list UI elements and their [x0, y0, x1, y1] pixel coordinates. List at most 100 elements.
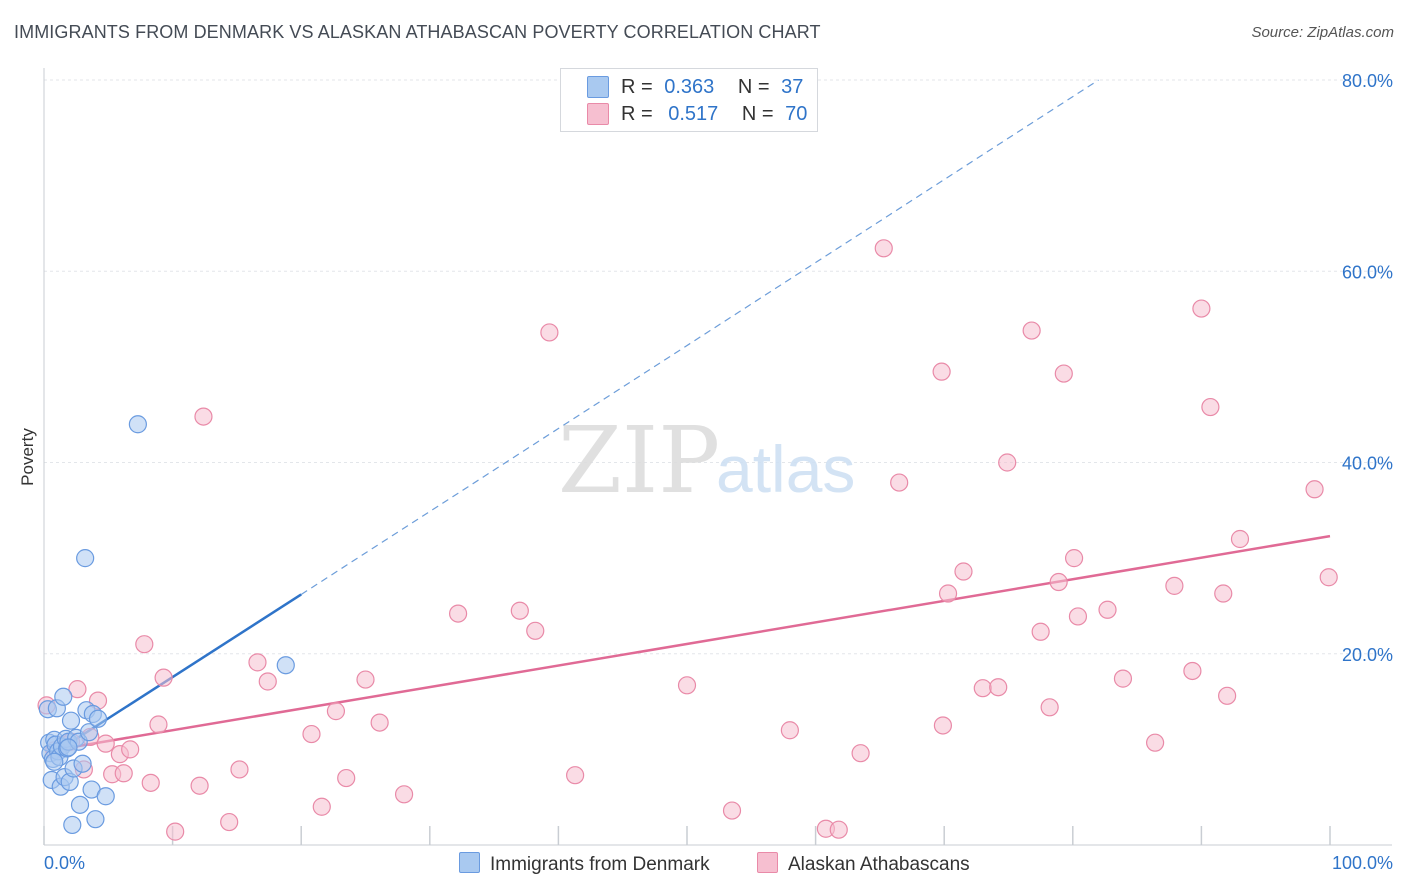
athabascan-point [448, 604, 468, 623]
athabascan-point [141, 773, 160, 792]
denmark-point [63, 815, 82, 835]
athabascan-point [326, 702, 346, 721]
y-tick-label: 40.0% [1342, 454, 1393, 474]
legend-n-label: N = [741, 102, 774, 125]
denmark-point [88, 709, 108, 728]
athabascan-trend-line [69, 534, 1331, 749]
athabascan-point [1040, 698, 1059, 717]
athabascan-point [526, 621, 545, 640]
denmark-point [59, 738, 78, 757]
axes [43, 68, 1392, 846]
athabascan-point [68, 680, 87, 699]
athabascan-point [1218, 686, 1237, 705]
x-tick-label-max: 100.0% [1332, 853, 1393, 873]
athabascan-point [933, 716, 953, 735]
watermark: ZIP atlas [558, 407, 855, 514]
athabascan-point [1192, 299, 1211, 318]
denmark-point [76, 549, 95, 568]
denmark-point [54, 687, 73, 706]
athabascan-point [780, 721, 799, 740]
athabascan-point [938, 584, 958, 603]
athabascan-point [356, 670, 375, 689]
denmark-point [276, 656, 295, 675]
athabascan-point [312, 797, 331, 816]
athabascan-point [154, 668, 173, 687]
legend-r-value: 0.517 [668, 102, 719, 125]
athabascan-point [677, 676, 697, 695]
athabascan-point [1230, 529, 1250, 549]
denmark-point [128, 415, 147, 434]
bottom-legend-swatch-pink [757, 852, 778, 873]
athabascan-point [566, 766, 585, 785]
bottom-legend-label-athabascan: Alaskan Athabascans [788, 854, 970, 875]
athabascan-point [121, 740, 140, 759]
legend-n-label: N = [737, 75, 770, 98]
legend-r-value: 0.363 [664, 75, 715, 98]
athabascan-point [954, 562, 973, 581]
source-label: Source: ZipAtlas.com [1251, 24, 1394, 41]
y-tick-label: 60.0% [1342, 262, 1393, 282]
athabascan-point [1165, 576, 1184, 595]
y-tick-label: 80.0% [1342, 71, 1393, 91]
athabascan-point [220, 812, 239, 832]
athabascan-point [989, 678, 1008, 697]
athabascan-point [874, 239, 893, 258]
athabascan-point [1054, 364, 1073, 383]
bottom-legend-label-denmark: Immigrants from Denmark [490, 854, 710, 875]
athabascan-point [194, 407, 213, 426]
athabascan-point [394, 785, 414, 804]
watermark-atlas: atlas [716, 432, 855, 506]
y-axis-label: Poverty [18, 428, 37, 486]
chart-title: IMMIGRANTS FROM DENMARK VS ALASKAN ATHAB… [14, 22, 821, 42]
denmark-point [86, 810, 105, 829]
legend-swatch-pink [587, 103, 609, 125]
denmark-point [73, 754, 92, 773]
athabascan-point [337, 768, 356, 788]
bottom-legend-swatch-blue [459, 852, 480, 873]
athabascan-point [370, 713, 389, 732]
athabascan-point [248, 653, 267, 672]
athabascan-point [1098, 600, 1117, 619]
athabascan-point [1113, 669, 1133, 688]
athabascan-point [1305, 480, 1324, 499]
athabascan-point [302, 724, 321, 744]
athabascan-point [1064, 549, 1084, 568]
athabascan-point [149, 715, 168, 734]
denmark-trend-extension [300, 79, 1099, 595]
athabascan-point [890, 473, 909, 492]
grid-lines [44, 79, 1392, 655]
athabascan-point [1022, 321, 1041, 340]
athabascan-point [829, 820, 848, 839]
x-tick-label-min: 0.0% [44, 853, 85, 873]
legend-swatch-blue [587, 76, 609, 98]
athabascan-point [1214, 584, 1233, 603]
athabascan-point [114, 764, 133, 783]
athabascan-point [722, 801, 742, 820]
athabascan-point [166, 822, 185, 841]
athabascan-point [510, 601, 529, 620]
athabascan-point [998, 453, 1017, 472]
denmark-point [61, 711, 81, 730]
legend-r-label: R = [621, 75, 653, 98]
athabascan-point [1031, 622, 1050, 641]
athabascan-point [1146, 733, 1165, 752]
denmark-point [96, 787, 115, 806]
athabascan-point [540, 323, 559, 342]
athabascan-point [973, 679, 992, 698]
athabascan-point [1183, 661, 1202, 681]
athabascan-point [230, 760, 249, 779]
denmark-point [70, 795, 90, 814]
legend-n-value: 37 [781, 75, 804, 98]
stats-legend: R = 0.363 N = 37 R = 0.517 N = 70 [560, 68, 818, 132]
athabascan-point [932, 362, 951, 381]
bottom-legend-athabascan: Alaskan Athabascans [757, 852, 970, 876]
data-points [37, 239, 1338, 841]
bottom-legend-denmark: Immigrants from Denmark [459, 852, 710, 876]
athabascan-point [1049, 572, 1068, 592]
athabascan-point [851, 744, 870, 763]
athabascan-point [258, 672, 277, 691]
watermark-zip: ZIP [558, 407, 720, 514]
athabascan-point [135, 635, 154, 654]
legend-r-label: R = [621, 102, 653, 125]
